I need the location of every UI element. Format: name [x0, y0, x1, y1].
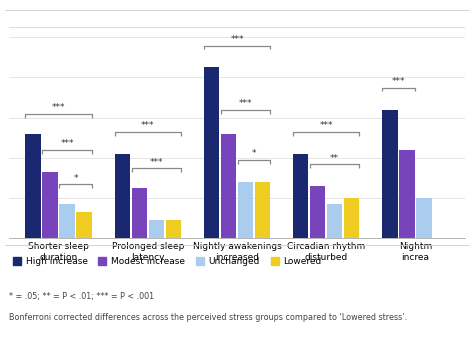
Bar	[76, 212, 91, 238]
Bar	[383, 109, 398, 238]
Text: *: *	[73, 174, 78, 183]
Bar	[399, 150, 415, 238]
Bar	[310, 186, 325, 238]
Bar	[59, 204, 75, 238]
Text: ***: ***	[60, 139, 74, 149]
Text: ***: ***	[52, 103, 65, 112]
Text: ***: ***	[319, 121, 333, 131]
Legend: High increase, Modest increase, Unchanged, Lowered: High increase, Modest increase, Unchange…	[9, 254, 325, 270]
Text: *: *	[252, 150, 256, 158]
Bar	[132, 188, 147, 238]
Text: ***: ***	[149, 157, 163, 167]
Text: ***: ***	[392, 77, 405, 86]
Text: ***: ***	[239, 99, 252, 108]
Bar	[43, 172, 58, 238]
Text: Bonferroni corrected differences across the perceived stress groups compared to : Bonferroni corrected differences across …	[9, 313, 408, 322]
Bar	[221, 134, 236, 238]
Bar	[293, 154, 309, 238]
Bar	[204, 67, 219, 238]
Bar	[149, 220, 164, 238]
Bar	[115, 154, 130, 238]
Text: * = .05; ** = P < .01; *** = P < .001: * = .05; ** = P < .01; *** = P < .001	[9, 292, 155, 301]
Bar	[327, 204, 342, 238]
Bar	[238, 182, 253, 238]
Bar	[165, 220, 181, 238]
Bar	[416, 198, 431, 238]
Bar	[344, 198, 359, 238]
Text: ***: ***	[230, 35, 244, 44]
Bar	[255, 182, 270, 238]
Text: ***: ***	[141, 121, 155, 131]
Bar	[26, 134, 41, 238]
Text: **: **	[330, 154, 339, 163]
